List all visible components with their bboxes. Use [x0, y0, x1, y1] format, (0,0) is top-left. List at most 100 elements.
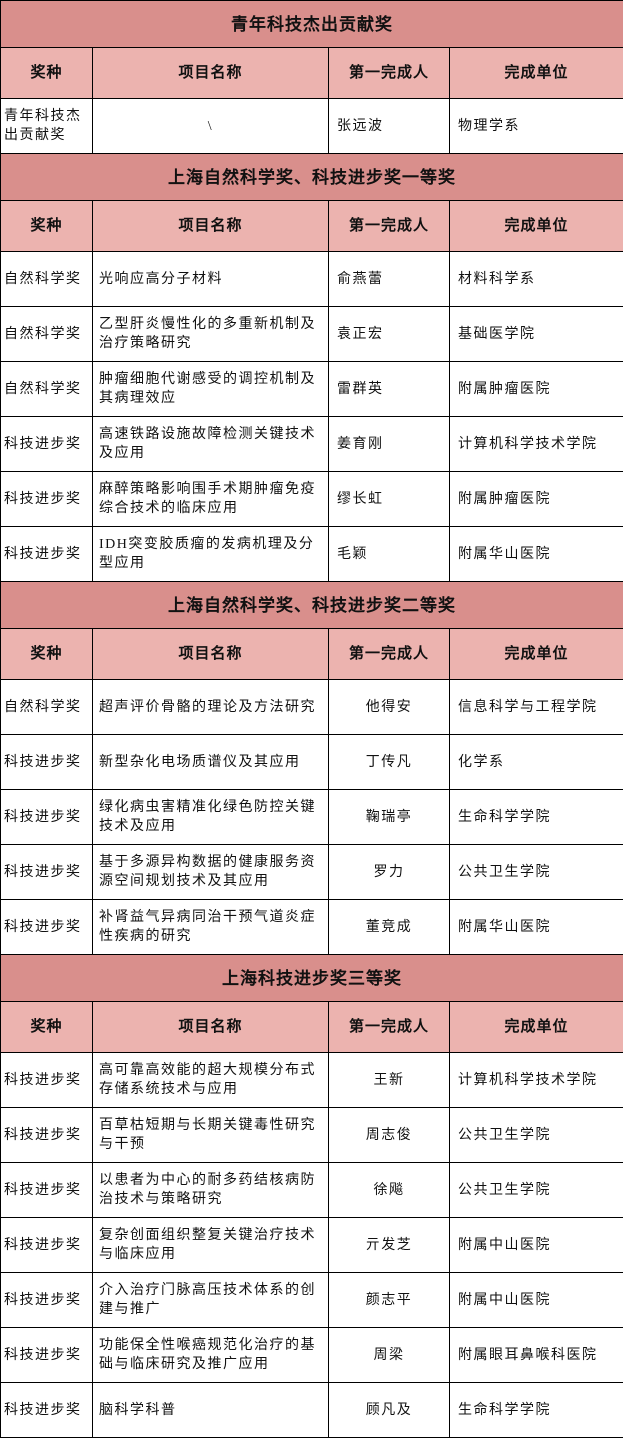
column-header-unit: 完成单位 [450, 201, 623, 252]
category-cell: 科技进步奖 [1, 845, 93, 900]
category-cell: 科技进步奖 [1, 1163, 93, 1218]
unit-cell: 材料科学系 [450, 252, 623, 307]
category-cell: 自然科学奖 [1, 680, 93, 735]
project-cell: 高可靠高效能的超大规模分布式存储系统技术与应用 [93, 1053, 329, 1108]
unit-cell: 生命科学学院 [450, 1383, 623, 1438]
person-cell: 王新 [329, 1053, 450, 1108]
project-cell: \ [93, 99, 329, 154]
person-cell: 徐飚 [329, 1163, 450, 1218]
person-cell: 颜志平 [329, 1273, 450, 1328]
section-title-row: 上海科技进步奖三等奖 [1, 955, 623, 1002]
section-title-row: 上海自然科学奖、科技进步奖一等奖 [1, 154, 623, 201]
column-header-category: 奖种 [1, 201, 93, 252]
category-cell: 自然科学奖 [1, 307, 93, 362]
project-cell: 麻醉策略影响围手术期肿瘤免疫综合技术的临床应用 [93, 472, 329, 527]
category-cell: 科技进步奖 [1, 417, 93, 472]
section-title: 上海自然科学奖、科技进步奖二等奖 [1, 582, 623, 629]
person-cell: 周志俊 [329, 1108, 450, 1163]
table-row: 科技进步奖 功能保全性喉癌规范化治疗的基础与临床研究及推广应用 周梁 附属眼耳鼻… [1, 1328, 623, 1383]
unit-cell: 计算机科学技术学院 [450, 417, 623, 472]
section-title: 上海自然科学奖、科技进步奖一等奖 [1, 154, 623, 201]
unit-cell: 公共卫生学院 [450, 1163, 623, 1218]
project-cell: 功能保全性喉癌规范化治疗的基础与临床研究及推广应用 [93, 1328, 329, 1383]
person-cell: 顾凡及 [329, 1383, 450, 1438]
column-header-person: 第一完成人 [329, 1002, 450, 1053]
person-cell: 他得安 [329, 680, 450, 735]
unit-cell: 信息科学与工程学院 [450, 680, 623, 735]
project-cell: 超声评价骨骼的理论及方法研究 [93, 680, 329, 735]
person-cell: 俞燕蕾 [329, 252, 450, 307]
table-row: 科技进步奖 以患者为中心的耐多药结核病防治技术与策略研究 徐飚 公共卫生学院 [1, 1163, 623, 1218]
column-header-person: 第一完成人 [329, 201, 450, 252]
column-header-project: 项目名称 [93, 48, 329, 99]
column-header-category: 奖种 [1, 48, 93, 99]
column-header-unit: 完成单位 [450, 629, 623, 680]
column-header-unit: 完成单位 [450, 1002, 623, 1053]
unit-cell: 附属肿瘤医院 [450, 472, 623, 527]
category-cell: 科技进步奖 [1, 1108, 93, 1163]
person-cell: 雷群英 [329, 362, 450, 417]
unit-cell: 附属中山医院 [450, 1218, 623, 1273]
project-cell: 以患者为中心的耐多药结核病防治技术与策略研究 [93, 1163, 329, 1218]
project-cell: 脑科学科普 [93, 1383, 329, 1438]
person-cell: 丁传凡 [329, 735, 450, 790]
category-cell: 科技进步奖 [1, 900, 93, 955]
column-header-person: 第一完成人 [329, 629, 450, 680]
category-cell: 科技进步奖 [1, 527, 93, 582]
person-cell: 缪长虹 [329, 472, 450, 527]
section-title-row: 上海自然科学奖、科技进步奖二等奖 [1, 582, 623, 629]
person-cell: 董竞成 [329, 900, 450, 955]
project-cell: 复杂创面组织整复关键治疗技术与临床应用 [93, 1218, 329, 1273]
person-cell: 罗力 [329, 845, 450, 900]
section-title: 上海科技进步奖三等奖 [1, 955, 623, 1002]
unit-cell: 计算机科学技术学院 [450, 1053, 623, 1108]
table-row: 科技进步奖 复杂创面组织整复关键治疗技术与临床应用 亓发芝 附属中山医院 [1, 1218, 623, 1273]
project-cell: 百草枯短期与长期关键毒性研究与干预 [93, 1108, 329, 1163]
unit-cell: 化学系 [450, 735, 623, 790]
category-cell: 科技进步奖 [1, 1053, 93, 1108]
category-cell: 科技进步奖 [1, 1273, 93, 1328]
table-row: 科技进步奖 IDH突变胶质瘤的发病机理及分型应用 毛颖 附属华山医院 [1, 527, 623, 582]
table-row: 科技进步奖 补肾益气异病同治干预气道炎症性疾病的研究 董竞成 附属华山医院 [1, 900, 623, 955]
person-cell: 袁正宏 [329, 307, 450, 362]
project-cell: 光响应高分子材料 [93, 252, 329, 307]
project-cell: 绿化病虫害精准化绿色防控关键技术及应用 [93, 790, 329, 845]
unit-cell: 物理学系 [450, 99, 623, 154]
column-header-row: 奖种 项目名称 第一完成人 完成单位 [1, 48, 623, 99]
section-title: 青年科技杰出贡献奖 [1, 1, 623, 48]
project-cell: 介入治疗门脉高压技术体系的创建与推广 [93, 1273, 329, 1328]
column-header-project: 项目名称 [93, 629, 329, 680]
column-header-category: 奖种 [1, 1002, 93, 1053]
project-cell: 新型杂化电场质谱仪及其应用 [93, 735, 329, 790]
table-row: 自然科学奖 超声评价骨骼的理论及方法研究 他得安 信息科学与工程学院 [1, 680, 623, 735]
category-cell: 科技进步奖 [1, 472, 93, 527]
unit-cell: 基础医学院 [450, 307, 623, 362]
project-cell: 乙型肝炎慢性化的多重新机制及治疗策略研究 [93, 307, 329, 362]
column-header-project: 项目名称 [93, 201, 329, 252]
project-cell: IDH突变胶质瘤的发病机理及分型应用 [93, 527, 329, 582]
category-cell: 科技进步奖 [1, 1218, 93, 1273]
category-cell: 科技进步奖 [1, 790, 93, 845]
person-cell: 周梁 [329, 1328, 450, 1383]
unit-cell: 公共卫生学院 [450, 1108, 623, 1163]
category-cell: 科技进步奖 [1, 1383, 93, 1438]
person-cell: 姜育刚 [329, 417, 450, 472]
category-cell: 青年科技杰出贡献奖 [1, 99, 93, 154]
table-row: 科技进步奖 脑科学科普 顾凡及 生命科学学院 [1, 1383, 623, 1438]
table-row: 科技进步奖 百草枯短期与长期关键毒性研究与干预 周志俊 公共卫生学院 [1, 1108, 623, 1163]
category-cell: 自然科学奖 [1, 362, 93, 417]
table-row: 自然科学奖 光响应高分子材料 俞燕蕾 材料科学系 [1, 252, 623, 307]
category-cell: 科技进步奖 [1, 1328, 93, 1383]
project-cell: 补肾益气异病同治干预气道炎症性疾病的研究 [93, 900, 329, 955]
unit-cell: 附属华山医院 [450, 900, 623, 955]
table-row: 科技进步奖 基于多源异构数据的健康服务资源空间规划技术及其应用 罗力 公共卫生学… [1, 845, 623, 900]
unit-cell: 公共卫生学院 [450, 845, 623, 900]
unit-cell: 附属中山医院 [450, 1273, 623, 1328]
table-row: 自然科学奖 肿瘤细胞代谢感受的调控机制及其病理效应 雷群英 附属肿瘤医院 [1, 362, 623, 417]
person-cell: 张远波 [329, 99, 450, 154]
section-title-row: 青年科技杰出贡献奖 [1, 1, 623, 48]
table-row: 科技进步奖 新型杂化电场质谱仪及其应用 丁传凡 化学系 [1, 735, 623, 790]
column-header-person: 第一完成人 [329, 48, 450, 99]
